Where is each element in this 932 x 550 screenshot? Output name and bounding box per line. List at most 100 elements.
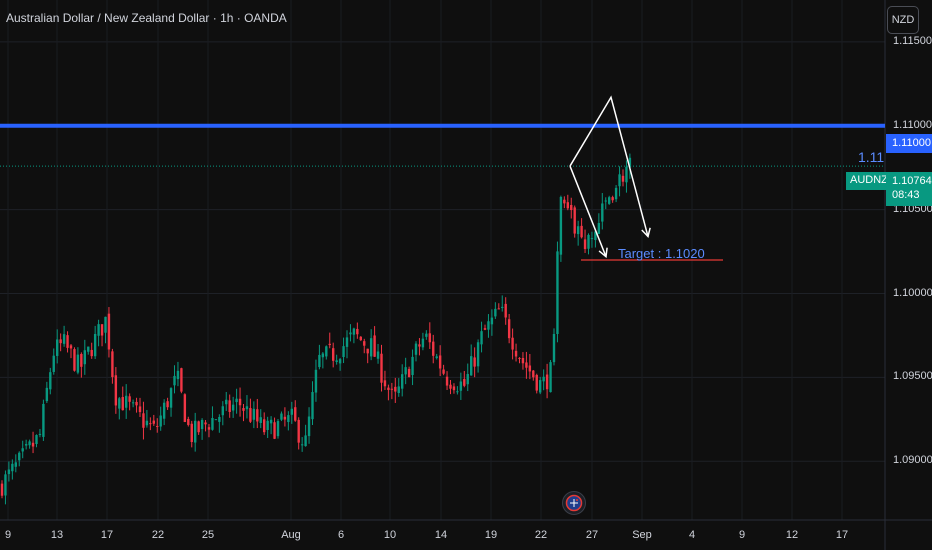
candle-down [0,483,4,496]
candle-up [335,360,338,363]
candle-down [611,197,614,201]
candle-up [618,174,621,187]
candle-up [414,343,418,355]
candle-down [183,394,187,422]
flag-badge-icon[interactable] [562,491,586,515]
candle-up [235,398,238,403]
candle-up [280,413,283,420]
time-tick-label: 10 [383,529,397,541]
candle-up [231,404,235,411]
candle-up [225,399,228,405]
candle-up [145,420,149,426]
candle-down [149,423,152,425]
candle-up [628,157,632,168]
candle-down [390,388,394,390]
candle-up [169,388,173,408]
candle-up [159,415,162,427]
candle-up [211,418,214,430]
candle-down [107,313,111,350]
candle-up [252,408,256,420]
candle-up [104,316,107,333]
candle-up [266,420,269,431]
candle-down [511,337,514,350]
candle-down [407,368,411,378]
candle-down [69,345,73,349]
candle-down [328,343,331,346]
candle-down [114,375,118,406]
currency-button[interactable]: NZD [887,6,919,34]
candle-up [539,380,542,393]
candle-down [187,419,190,425]
price-tick-label: 1.09000 [893,454,932,467]
candle-down [438,355,442,369]
candle-down [518,357,521,359]
candle-up [76,354,80,373]
candle-up [594,231,597,241]
last-price-tag: 1.10764 08:43 [886,172,932,206]
candle-up [52,355,55,372]
candle-down [138,406,142,413]
candle-down [535,375,538,391]
time-tick-label: 4 [688,529,696,541]
candle-up [311,392,314,420]
time-tick-label: 17 [835,529,849,541]
candle-up [214,419,218,421]
candle-up [470,356,473,376]
candle-up [587,234,590,249]
candle-down [228,400,231,412]
price-tick-label: 1.09500 [893,370,932,383]
time-tick-label: 22 [534,529,548,541]
candle-down [514,350,518,357]
candle-up [304,435,307,447]
time-tick-label: 6 [337,529,345,541]
candle-up [608,197,611,204]
candle-down [263,419,266,433]
candle-down [525,362,528,368]
candle-down [570,204,573,211]
candle-down [273,422,276,439]
candle-up [397,386,400,394]
candle-up [549,362,552,393]
candle-down [256,409,259,422]
candle-down [521,357,525,364]
candle-down [383,380,387,387]
time-tick-label: 9 [4,529,12,541]
candle-up [376,351,380,359]
candle-down [432,341,435,356]
candle-down [66,335,69,348]
time-tick-label: 27 [585,529,599,541]
candle-up [349,332,352,335]
candle-up [269,419,273,424]
candle-up [18,452,21,461]
candle-up [87,346,90,352]
candle-up [38,433,42,435]
bar-countdown: 08:43 [892,189,920,201]
candle-up [7,469,11,475]
candle-up [559,196,563,255]
time-tick-label: 22 [151,529,165,541]
candle-up [321,353,325,358]
candle-up [404,367,407,375]
candle-down [428,333,431,343]
candle-up [42,403,45,437]
candle-up [487,321,490,330]
candle-up [401,374,404,389]
candle-up [576,226,580,235]
candle-down [566,202,569,209]
time-tick-label: Sep [632,529,652,541]
candle-up [352,328,356,335]
candle-down [283,416,287,420]
projection-alt-line [569,165,607,257]
candle-up [314,369,318,393]
time-tick-label: 13 [50,529,64,541]
candle-down [135,401,138,406]
candle-up [307,416,311,437]
target-label: Target : 1.1020 [618,246,705,261]
candle-down [190,423,193,443]
candle-down [156,425,159,427]
candle-up [83,350,86,365]
candle-down [249,408,252,422]
candle-down [573,207,576,234]
